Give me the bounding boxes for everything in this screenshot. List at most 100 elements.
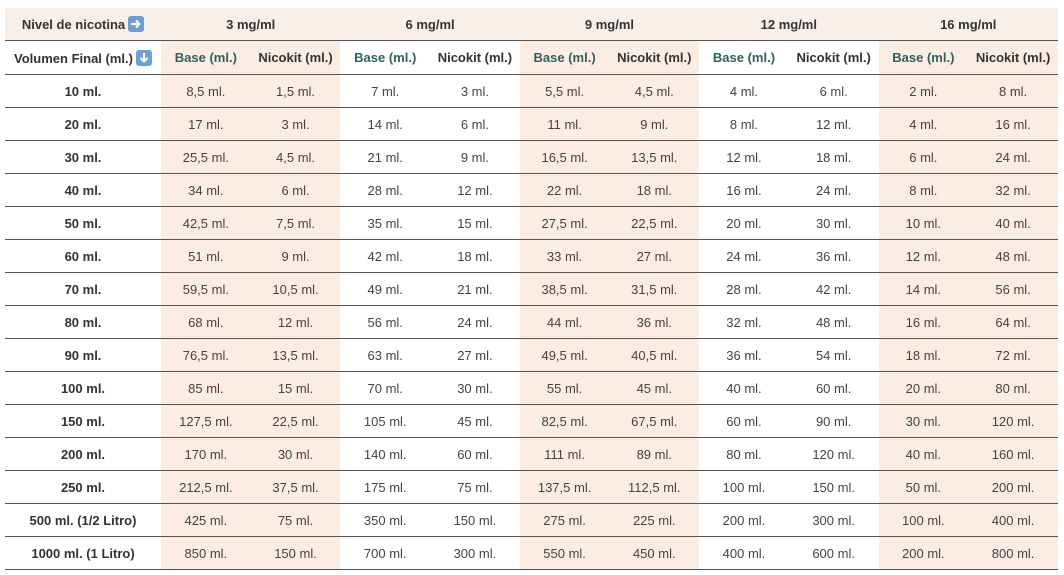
cell: 200 ml. xyxy=(699,503,789,537)
row-label: 70 ml. xyxy=(5,272,161,306)
data-row: 20 ml. 17 ml. 3 ml. 14 ml. 6 ml. 11 ml. 9 ml. 8… xyxy=(5,107,1058,141)
cell: 42 ml. xyxy=(788,272,879,306)
cell: 24 ml. xyxy=(430,305,520,339)
sub-header: Nicokit (ml.) xyxy=(430,40,520,75)
cell: 1,5 ml. xyxy=(250,74,341,108)
group-header-row: Nivel de nicotina 3 mg/ml 6 mg/ml 9 mg/ml 1… xyxy=(5,8,1058,41)
cell: 67,5 ml. xyxy=(609,404,700,438)
cell: 16 ml. xyxy=(968,107,1058,141)
cell: 100 ml. xyxy=(878,503,969,537)
cell: 15 ml. xyxy=(430,206,520,240)
cell: 27 ml. xyxy=(609,239,700,273)
data-row: 1000 ml. (1 Litro) 850 ml. 150 ml. 700 ml. 3… xyxy=(5,536,1058,570)
cell: 49,5 ml. xyxy=(519,338,610,372)
cell: 60 ml. xyxy=(699,404,789,438)
cell: 35 ml. xyxy=(340,206,431,240)
cell: 85 ml. xyxy=(161,371,251,405)
cell: 15 ml. xyxy=(250,371,341,405)
cell: 12 ml. xyxy=(699,140,789,174)
data-row: 40 ml. 34 ml. 6 ml. 28 ml. 12 ml. 22 ml. 18 ml… xyxy=(5,173,1058,207)
cell: 8 ml. xyxy=(968,74,1058,108)
cell: 24 ml. xyxy=(788,173,879,207)
row-label: 50 ml. xyxy=(5,206,161,240)
cell: 30 ml. xyxy=(430,371,520,405)
data-row: 150 ml. 127,5 ml. 22,5 ml. 105 ml. 45 ml. 82,… xyxy=(5,404,1058,438)
cell: 12 ml. xyxy=(878,239,969,273)
cell: 6 ml. xyxy=(250,173,341,207)
cell: 2 ml. xyxy=(878,74,969,108)
cell: 59,5 ml. xyxy=(161,272,251,306)
cell: 72 ml. xyxy=(968,338,1058,372)
cell: 120 ml. xyxy=(968,404,1058,438)
cell: 6 ml. xyxy=(878,140,969,174)
cell: 28 ml. xyxy=(340,173,431,207)
cell: 111 ml. xyxy=(519,437,610,471)
cell: 36 ml. xyxy=(788,239,879,273)
cell: 12 ml. xyxy=(250,305,341,339)
cell: 100 ml. xyxy=(699,470,789,504)
cell: 450 ml. xyxy=(609,536,700,570)
data-row: 70 ml. 59,5 ml. 10,5 ml. 49 ml. 21 ml. 38,5 m… xyxy=(5,272,1058,306)
cell: 9 ml. xyxy=(250,239,341,273)
cell: 3 ml. xyxy=(430,74,520,108)
cell: 45 ml. xyxy=(609,371,700,405)
cell: 18 ml. xyxy=(430,239,520,273)
cell: 127,5 ml. xyxy=(161,404,251,438)
sub-header: Nicokit (ml.) xyxy=(609,40,700,75)
cell: 80 ml. xyxy=(699,437,789,471)
cell: 38,5 ml. xyxy=(519,272,610,306)
cell: 33 ml. xyxy=(519,239,610,273)
cell: 105 ml. xyxy=(340,404,431,438)
cell: 11 ml. xyxy=(519,107,610,141)
row-label: 40 ml. xyxy=(5,173,161,207)
cell: 22 ml. xyxy=(519,173,610,207)
row-label: 200 ml. xyxy=(5,437,161,471)
cell: 17 ml. xyxy=(161,107,251,141)
cell: 170 ml. xyxy=(161,437,251,471)
cell: 400 ml. xyxy=(968,503,1058,537)
cell: 56 ml. xyxy=(340,305,431,339)
sub-header: Nicokit (ml.) xyxy=(250,40,341,75)
cell: 80 ml. xyxy=(968,371,1058,405)
cell: 8 ml. xyxy=(699,107,789,141)
cell: 300 ml. xyxy=(788,503,879,537)
cell: 64 ml. xyxy=(968,305,1058,339)
cell: 20 ml. xyxy=(878,371,969,405)
nicotine-table: Nivel de nicotina 3 mg/ml 6 mg/ml 9 mg/ml 1… xyxy=(5,8,1058,570)
data-row: 30 ml. 25,5 ml. 4,5 ml. 21 ml. 9 ml. 16,5 ml.… xyxy=(5,140,1058,174)
cell: 42 ml. xyxy=(340,239,431,273)
cell: 49 ml. xyxy=(340,272,431,306)
subheader-row: Volumen Final (ml.) Base (ml.) Nicokit (m… xyxy=(5,40,1058,75)
cell: 700 ml. xyxy=(340,536,431,570)
cell: 225 ml. xyxy=(609,503,700,537)
row-label: 60 ml. xyxy=(5,239,161,273)
data-row: 60 ml. 51 ml. 9 ml. 42 ml. 18 ml. 33 ml. 27 ml… xyxy=(5,239,1058,273)
cell: 18 ml. xyxy=(878,338,969,372)
cell: 4 ml. xyxy=(699,74,789,108)
cell: 60 ml. xyxy=(430,437,520,471)
cell: 150 ml. xyxy=(788,470,879,504)
group-header: 3 mg/ml xyxy=(161,8,341,41)
corner-bottom: Volumen Final (ml.) xyxy=(14,50,133,66)
cell: 120 ml. xyxy=(788,437,879,471)
cell: 24 ml. xyxy=(699,239,789,273)
cell: 6 ml. xyxy=(788,74,879,108)
sub-header: Base (ml.) xyxy=(519,40,610,75)
data-row: 80 ml. 68 ml. 12 ml. 56 ml. 24 ml. 44 ml. 36 m… xyxy=(5,305,1058,339)
cell: 76,5 ml. xyxy=(161,338,251,372)
cell: 137,5 ml. xyxy=(519,470,610,504)
cell: 25,5 ml. xyxy=(161,140,251,174)
cell: 36 ml. xyxy=(609,305,700,339)
sub-header: Base (ml.) xyxy=(699,40,789,75)
cell: 18 ml. xyxy=(609,173,700,207)
cell: 140 ml. xyxy=(340,437,431,471)
cell: 212,5 ml. xyxy=(161,470,251,504)
corner-top: Nivel de nicotina xyxy=(21,17,126,32)
row-label: 20 ml. xyxy=(5,107,161,141)
cell: 34 ml. xyxy=(161,173,251,207)
cell: 22,5 ml. xyxy=(250,404,341,438)
cell: 60 ml. xyxy=(788,371,879,405)
cell: 40,5 ml. xyxy=(609,338,700,372)
cell: 42,5 ml. xyxy=(161,206,251,240)
cell: 400 ml. xyxy=(699,536,789,570)
